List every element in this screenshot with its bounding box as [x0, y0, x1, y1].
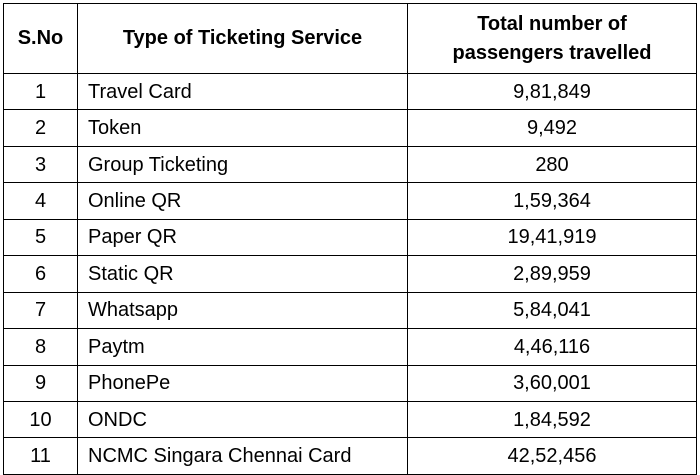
- header-passengers-line1: Total number of: [477, 12, 627, 35]
- table-body: 1 Travel Card 9,81,849 2 Token 9,492 3 Group Ti…: [3, 72, 697, 475]
- cell-sno: 4: [3, 182, 78, 220]
- cell-sno: 3: [3, 145, 78, 184]
- table-row: 10 ONDC 1,84,592: [3, 400, 697, 439]
- cell-service-type: Token: [77, 109, 408, 147]
- cell-sno: 7: [3, 291, 78, 330]
- table-header: S.No Type of Ticketing Service Total num…: [3, 3, 697, 74]
- header-service-type: Type of Ticketing Service: [77, 3, 408, 74]
- table-row: 3 Group Ticketing 280: [3, 145, 697, 184]
- cell-service-type: PhonePe: [77, 364, 408, 402]
- cell-passengers: 42,52,456: [407, 437, 697, 475]
- cell-service-type: Whatsapp: [77, 291, 408, 330]
- table-row: 9 PhonePe 3,60,001: [3, 364, 697, 402]
- cell-passengers: 5,84,041: [407, 291, 697, 330]
- cell-service-type: ONDC: [77, 400, 408, 439]
- table-row: 5 Paper QR 19,41,919: [3, 218, 697, 257]
- cell-passengers: 9,492: [407, 109, 697, 147]
- cell-service-type: Online QR: [77, 182, 408, 220]
- header-passengers: Total number of passengers travelled: [407, 3, 697, 74]
- cell-service-type: Static QR: [77, 255, 408, 293]
- cell-sno: 5: [3, 218, 78, 257]
- cell-sno: 11: [3, 437, 78, 475]
- cell-sno: 1: [3, 72, 78, 111]
- table-row: 8 Paytm 4,46,116: [3, 328, 697, 366]
- cell-passengers: 4,46,116: [407, 328, 697, 366]
- table-row: 4 Online QR 1,59,364: [3, 182, 697, 220]
- ticketing-table: S.No Type of Ticketing Service Total num…: [3, 3, 697, 475]
- cell-passengers: 1,59,364: [407, 182, 697, 220]
- table-row: 6 Static QR 2,89,959: [3, 255, 697, 293]
- cell-passengers: 3,60,001: [407, 364, 697, 402]
- cell-sno: 8: [3, 328, 78, 366]
- cell-service-type: Paper QR: [77, 218, 408, 257]
- header-passengers-line2: passengers travelled: [452, 41, 652, 64]
- header-row: S.No Type of Ticketing Service Total num…: [3, 3, 697, 74]
- cell-passengers: 2,89,959: [407, 255, 697, 293]
- cell-passengers: 1,84,592: [407, 400, 697, 439]
- cell-passengers: 280: [407, 145, 697, 184]
- cell-service-type: NCMC Singara Chennai Card: [77, 437, 408, 475]
- cell-sno: 9: [3, 364, 78, 402]
- table-row: 2 Token 9,492: [3, 109, 697, 147]
- cell-sno: 2: [3, 109, 78, 147]
- cell-service-type: Travel Card: [77, 72, 408, 111]
- cell-service-type: Paytm: [77, 328, 408, 366]
- table-row: 7 Whatsapp 5,84,041: [3, 291, 697, 330]
- table-row: 1 Travel Card 9,81,849: [3, 72, 697, 111]
- table-row: 11 NCMC Singara Chennai Card 42,52,456: [3, 437, 697, 475]
- cell-service-type: Group Ticketing: [77, 145, 408, 184]
- cell-passengers: 19,41,919: [407, 218, 697, 257]
- cell-passengers: 9,81,849: [407, 72, 697, 111]
- header-sno: S.No: [3, 3, 78, 74]
- cell-sno: 6: [3, 255, 78, 293]
- cell-sno: 10: [3, 400, 78, 439]
